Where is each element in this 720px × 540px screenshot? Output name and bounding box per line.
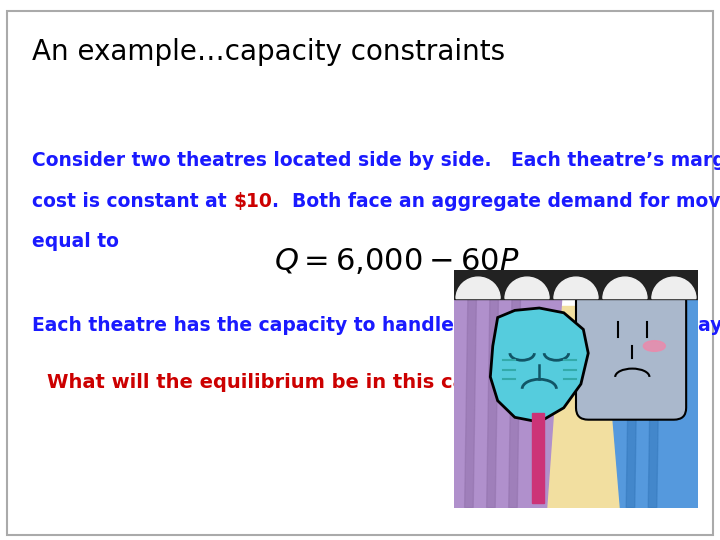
Polygon shape [464,270,477,508]
Polygon shape [487,270,499,508]
Bar [532,413,544,503]
Polygon shape [600,270,698,508]
Wedge shape [603,277,647,299]
Text: Consider two theatres located side by side.   Each theatre’s marginal: Consider two theatres located side by si… [32,151,720,170]
Text: An example…capacity constraints: An example…capacity constraints [32,38,505,66]
Ellipse shape [644,341,665,352]
Text: What will the equilibrium be in this case?: What will the equilibrium be in this cas… [47,373,502,392]
Polygon shape [508,270,521,508]
Text: .  Both face an aggregate demand for movies: . Both face an aggregate demand for movi… [272,192,720,211]
Bar [454,270,698,299]
FancyBboxPatch shape [576,289,686,420]
Wedge shape [652,277,696,299]
Polygon shape [454,270,564,508]
Polygon shape [626,270,639,508]
Wedge shape [505,277,549,299]
Bar [503,306,637,508]
Text: $Q = 6{,}000 - 60P$: $Q = 6{,}000 - 60P$ [274,246,519,276]
Text: cost is constant at: cost is constant at [32,192,233,211]
Text: $10: $10 [233,192,272,211]
Wedge shape [456,277,500,299]
Wedge shape [554,277,598,299]
Polygon shape [648,270,660,508]
Text: equal to: equal to [32,232,120,251]
Text: Each theatre has the capacity to handle 2,000 customers per day.: Each theatre has the capacity to handle … [32,316,720,335]
Polygon shape [490,308,588,422]
